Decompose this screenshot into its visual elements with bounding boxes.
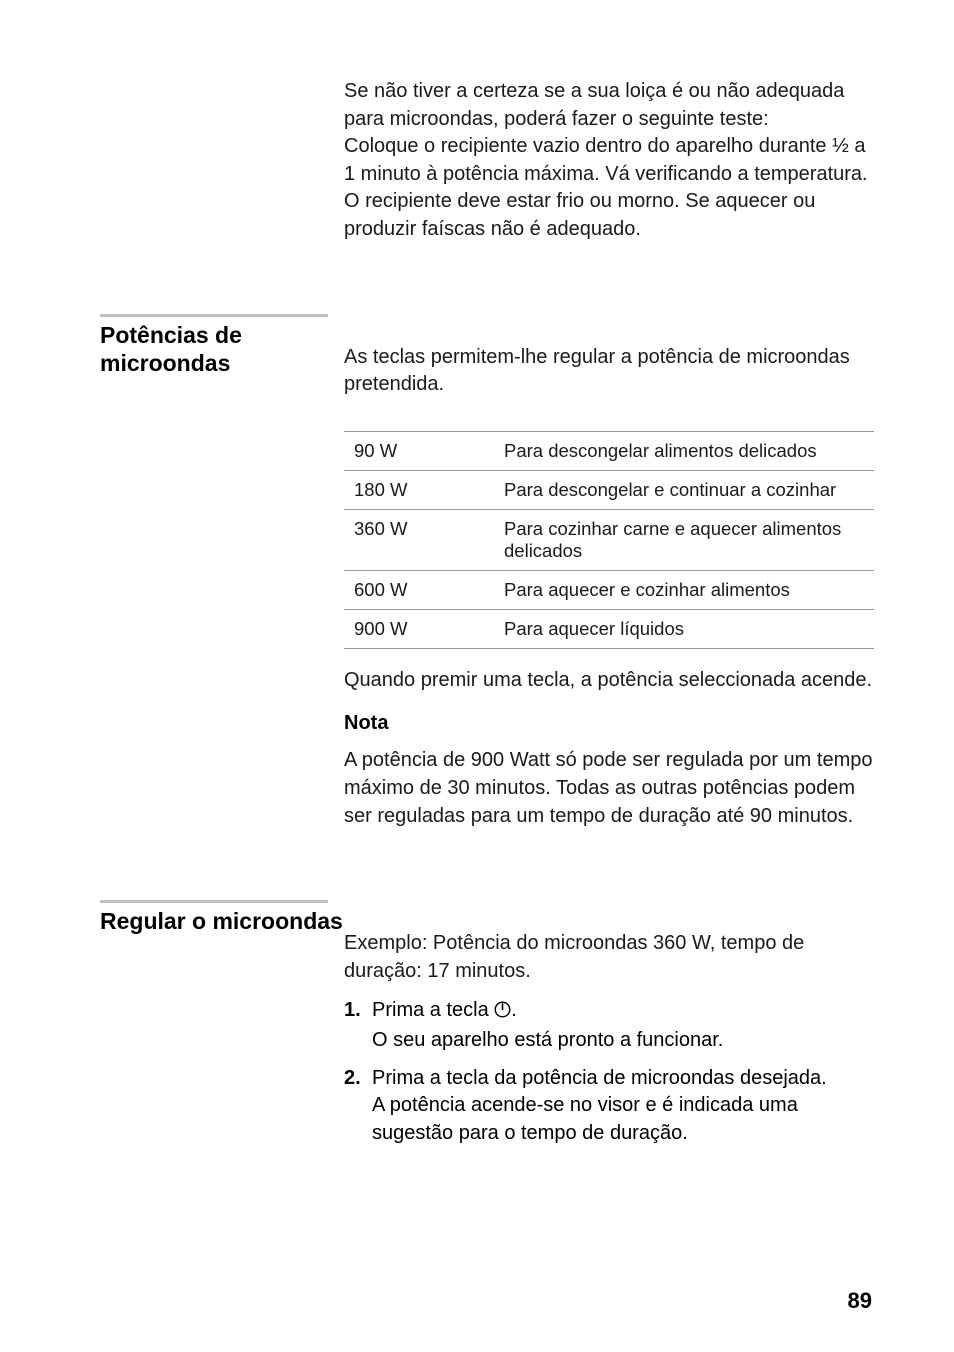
section-power-row: Potências de microondas As teclas permit… bbox=[100, 314, 874, 831]
table-row: 360 W Para cozinhar carne e aquecer alim… bbox=[344, 509, 874, 570]
step-number: 2. bbox=[344, 1065, 372, 1148]
step-number: 1. bbox=[344, 997, 372, 1054]
intro-row: Se não tiver a certeza se a sua loiça é … bbox=[100, 78, 874, 244]
section-power-lead: As teclas permitem-lhe regular a potênci… bbox=[344, 344, 874, 399]
power-watt: 90 W bbox=[344, 431, 494, 470]
power-watt: 180 W bbox=[344, 470, 494, 509]
section-set-row: Regular o microondas Exemplo: Potência d… bbox=[100, 900, 874, 1157]
page-number: 89 bbox=[848, 1288, 872, 1314]
list-item: 2. Prima a tecla da potência de microond… bbox=[344, 1065, 874, 1148]
power-desc: Para descongelar alimentos delicados bbox=[494, 431, 874, 470]
table-row: 90 W Para descongelar alimentos delicado… bbox=[344, 431, 874, 470]
list-item: 1. Prima a tecla . O seu aparelho está p… bbox=[344, 997, 874, 1054]
power-watt: 600 W bbox=[344, 570, 494, 609]
step-text: Prima a tecla da potência de microondas … bbox=[372, 1067, 827, 1089]
section-rule bbox=[100, 900, 328, 903]
power-desc: Para aquecer líquidos bbox=[494, 609, 874, 648]
power-table: 90 W Para descongelar alimentos delicado… bbox=[344, 431, 874, 649]
intro-text: Se não tiver a certeza se a sua loiça é … bbox=[344, 78, 874, 244]
power-desc: Para descongelar e continuar a cozinhar bbox=[494, 470, 874, 509]
power-watt: 360 W bbox=[344, 509, 494, 570]
steps-list: 1. Prima a tecla . O seu aparelho está p… bbox=[344, 997, 874, 1147]
step-text: A potência acende-se no visor e é indica… bbox=[372, 1094, 798, 1144]
step-text: . bbox=[511, 999, 517, 1021]
power-desc: Para cozinhar carne e aquecer alimentos … bbox=[494, 509, 874, 570]
section-set-lead: Exemplo: Potência do microondas 360 W, t… bbox=[344, 930, 874, 985]
power-on-icon bbox=[494, 999, 511, 1027]
after-table-text: Quando premir uma tecla, a potência sele… bbox=[344, 667, 874, 695]
step-text: Prima a tecla bbox=[372, 999, 494, 1021]
table-row: 900 W Para aquecer líquidos bbox=[344, 609, 874, 648]
section-set-heading: Regular o microondas bbox=[100, 907, 344, 936]
note-body: A potência de 900 Watt só pode ser regul… bbox=[344, 747, 874, 830]
power-desc: Para aquecer e cozinhar alimentos bbox=[494, 570, 874, 609]
step-text: O seu aparelho está pronto a funcionar. bbox=[372, 1029, 723, 1051]
section-rule bbox=[100, 314, 328, 317]
table-row: 600 W Para aquecer e cozinhar alimentos bbox=[344, 570, 874, 609]
note-heading: Nota bbox=[344, 712, 874, 735]
table-row: 180 W Para descongelar e continuar a coz… bbox=[344, 470, 874, 509]
power-watt: 900 W bbox=[344, 609, 494, 648]
section-power-heading: Potências de microondas bbox=[100, 321, 344, 379]
